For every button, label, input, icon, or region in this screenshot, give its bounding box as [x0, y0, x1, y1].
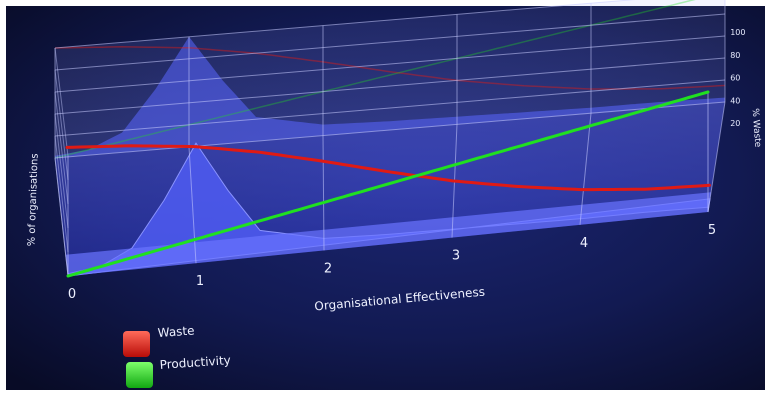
grid-wall-horizontal [54, 0, 636, 49]
grid-side-horizontal [54, 135, 69, 253]
grid-floor-line [188, 146, 197, 264]
x-tick-label: 4 [580, 236, 588, 251]
y2-axis-title: % Waste [750, 108, 763, 148]
gridlines [54, 0, 726, 277]
floor-front-band [65, 192, 712, 276]
legend-label-waste: Waste [157, 323, 195, 340]
y2-tick-label: 40 [730, 96, 740, 105]
x-tick-label: 3 [452, 249, 460, 264]
legend: Waste Productivity [123, 323, 231, 388]
legend-label-productivity: Productivity [159, 353, 231, 372]
legend-swatch-waste [123, 331, 150, 357]
grid-floor-line [322, 135, 325, 251]
grid-side-horizontal [54, 69, 69, 181]
waste-line [65, 144, 711, 192]
grid-side-horizontal [54, 47, 69, 157]
plot-scene [54, 0, 726, 278]
productivity-line-back [54, 0, 696, 159]
grid-wall-horizontal [54, 57, 726, 115]
grid-floor-line [54, 157, 69, 277]
grid-wall-horizontal [54, 79, 726, 137]
x-tick-label: 1 [196, 274, 204, 289]
x-tick-label: 5 [708, 223, 716, 238]
y2-tick-label: 20 [730, 119, 740, 128]
grid-wall-horizontal [54, 101, 726, 159]
y2-tick-label: 60 [730, 74, 740, 83]
y2-tick-labels: 20 40 60 80 100 [730, 28, 745, 128]
x-tick-label: 2 [324, 261, 332, 276]
y2-tick-label: 100 [730, 28, 745, 37]
grid-floor-line [579, 113, 592, 225]
x-tick-label: 0 [68, 287, 76, 302]
productivity-line [66, 90, 710, 278]
y-axis-title: % of organisations [26, 153, 40, 246]
y2-tick-label: 80 [730, 51, 740, 60]
grid-side-horizontal [54, 91, 69, 205]
legend-item-waste: Waste [123, 323, 195, 357]
grid-side-horizontal [54, 113, 69, 229]
grid-floor-line [707, 101, 726, 213]
legend-swatch-productivity [126, 362, 153, 388]
grid-wall-horizontal [54, 35, 726, 93]
legend-item-productivity: Productivity [126, 353, 231, 388]
x-tick-labels: 0 1 2 3 4 5 [68, 223, 716, 302]
distribution-back [55, 36, 725, 158]
grid-side-horizontal [54, 157, 69, 277]
grid-wall-horizontal [54, 13, 726, 71]
